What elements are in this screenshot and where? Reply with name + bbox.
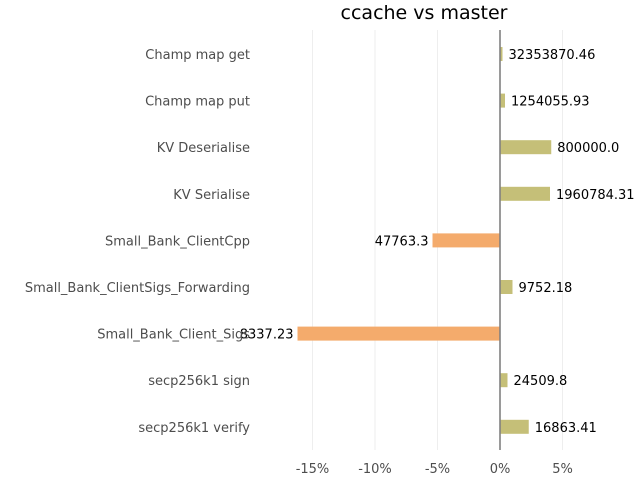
x-tick-labels: -15% -10% -5% 0% 5% (296, 462, 573, 477)
category-label: secp256k1 sign (148, 374, 250, 389)
bars (297, 47, 552, 434)
data-label: 16863.41 (535, 421, 597, 436)
data-label: 800000.0 (557, 141, 619, 156)
bar (500, 140, 552, 155)
category-label: Small_Bank_Client_Sigs (97, 328, 250, 343)
bar (500, 373, 508, 388)
data-label: 47763.3 (375, 234, 429, 249)
data-label: 8337.23 (240, 328, 294, 343)
category-label: Champ map get (145, 48, 250, 63)
category-label: Champ map put (145, 95, 250, 110)
bar (500, 47, 503, 61)
data-labels: 32353870.46 1254055.93 800000.0 1960784.31 4… (240, 48, 635, 436)
data-label: 32353870.46 (509, 48, 596, 63)
bar (500, 93, 505, 108)
bar (500, 419, 529, 434)
data-label: 24509.8 (514, 374, 568, 389)
bar (500, 280, 513, 294)
category-label: Small_Bank_ClientCpp (105, 234, 250, 249)
category-label: KV Deserialise (157, 141, 250, 156)
data-label: 1254055.93 (511, 95, 590, 110)
chart-title: ccache vs master (341, 2, 508, 24)
x-tick-label: -5% (425, 462, 450, 477)
category-label: KV Serialise (173, 188, 250, 203)
x-tick-label: 5% (552, 462, 573, 477)
x-tick-label: -15% (296, 462, 330, 477)
x-tick-label: -10% (358, 462, 392, 477)
category-labels: Champ map get Champ map put KV Deserialise… (25, 48, 250, 436)
category-label: Small_Bank_ClientSigs_Forwarding (25, 281, 250, 296)
x-tick-label: 0% (490, 462, 511, 477)
bar (297, 326, 500, 341)
data-label: 9752.18 (519, 281, 573, 296)
bar (500, 186, 550, 201)
bar (432, 233, 500, 248)
data-label: 1960784.31 (556, 188, 635, 203)
category-label: secp256k1 verify (138, 421, 250, 436)
